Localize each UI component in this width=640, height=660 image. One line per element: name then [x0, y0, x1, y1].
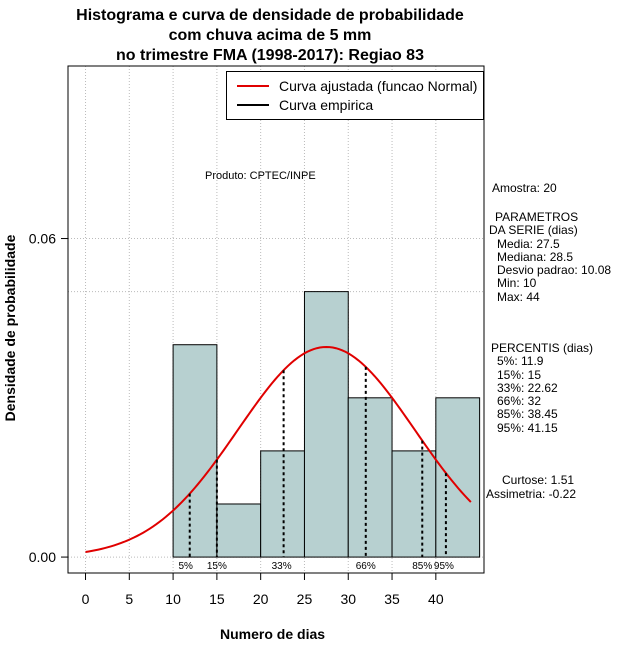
- product-label: Produto: CPTEC/INPE: [205, 170, 316, 182]
- series-parameters: PARAMETROS DA SERIE (dias) Media: 27.5 M…: [489, 210, 612, 304]
- percentile-label: 5%: [179, 561, 194, 572]
- percentile-label: 33%: [272, 561, 292, 572]
- x-axis-title: Numero de dias: [220, 626, 326, 642]
- normal-fit-curve: [85, 345, 472, 553]
- legend-label-normal: Curva ajustada (funcao Normal): [279, 78, 478, 94]
- percentile-15: 15%: 15: [497, 367, 542, 382]
- x-tick-label: 15: [209, 591, 225, 607]
- histogram-bar: [216, 503, 262, 558]
- sample-size: Amostra: 20: [492, 181, 557, 195]
- x-tick-label: 20: [253, 591, 269, 607]
- percentiles-heading: PERCENTIS (dias): [491, 341, 594, 355]
- percentile-label: 15%: [207, 561, 227, 572]
- percentile-label: 66%: [356, 561, 376, 572]
- legend-swatch-empirical: [237, 104, 269, 106]
- chart-title-line-3: no trimestre FMA (1998-2017): Regiao 83: [116, 47, 424, 64]
- param-mean: Media: 27.5: [497, 236, 560, 251]
- histogram-bar: [391, 450, 437, 558]
- percentile-85: 85%: 38.45: [497, 407, 558, 422]
- percentile-label: 85%: [412, 561, 432, 572]
- y-axis-title: Densidade de probabilidade: [2, 234, 18, 422]
- param-median: Mediana: 28.5: [497, 249, 574, 264]
- x-tick-label: 40: [428, 591, 444, 607]
- legend-item-empirical: Curva empirica: [237, 97, 373, 113]
- percentile-label: 95%: [434, 561, 454, 572]
- param-std-dev: Desvio padrao: 10.08: [497, 263, 612, 278]
- plot-border: [67, 65, 485, 574]
- histogram-bar: [172, 344, 218, 558]
- param-min: Min: 10: [497, 276, 537, 291]
- legend: Curva ajustada (funcao Normal) Curva emp…: [226, 71, 484, 120]
- legend-item-normal: Curva ajustada (funcao Normal): [237, 78, 477, 94]
- histogram-bar: [435, 397, 481, 558]
- kurtosis: Curtose: 1.51: [502, 473, 575, 487]
- skewness: Assimetria: -0.22: [486, 487, 577, 501]
- histogram-bar: [303, 291, 349, 558]
- percentile-95: 95%: 41.15: [497, 420, 558, 435]
- x-tick-label: 10: [165, 591, 181, 607]
- x-tick-label: 30: [340, 591, 356, 607]
- x-tick-label: 25: [297, 591, 313, 607]
- percentile-5: 5%: 11.9: [497, 354, 544, 369]
- parameters-heading: PARAMETROS: [495, 210, 579, 224]
- histogram-bar: [260, 450, 305, 558]
- param-max: Max: 44: [497, 289, 540, 304]
- percentiles-panel: PERCENTIS (dias) 5%: 11.9 15%: 15 33%: 2…: [491, 341, 594, 435]
- legend-label-empirical: Curva empirica: [279, 97, 374, 113]
- percentile-66: 66%: 32: [497, 394, 542, 409]
- x-tick-label: 5: [125, 591, 133, 607]
- x-tick-label: 0: [82, 591, 90, 607]
- y-tick-label: 0.00: [29, 549, 56, 565]
- parameters-subheading: DA SERIE (dias): [489, 223, 578, 238]
- percentile-33: 33%: 22.62: [497, 380, 558, 395]
- histogram-bar: [347, 397, 393, 558]
- chart-title-line-2: com chuva acima de 5 mm: [168, 27, 372, 44]
- x-tick-label: 35: [384, 591, 400, 607]
- chart-title-line-1: Histograma e curva de densidade de proba…: [76, 7, 464, 24]
- y-tick-label: 0.06: [29, 231, 56, 247]
- legend-swatch-normal: [237, 85, 269, 87]
